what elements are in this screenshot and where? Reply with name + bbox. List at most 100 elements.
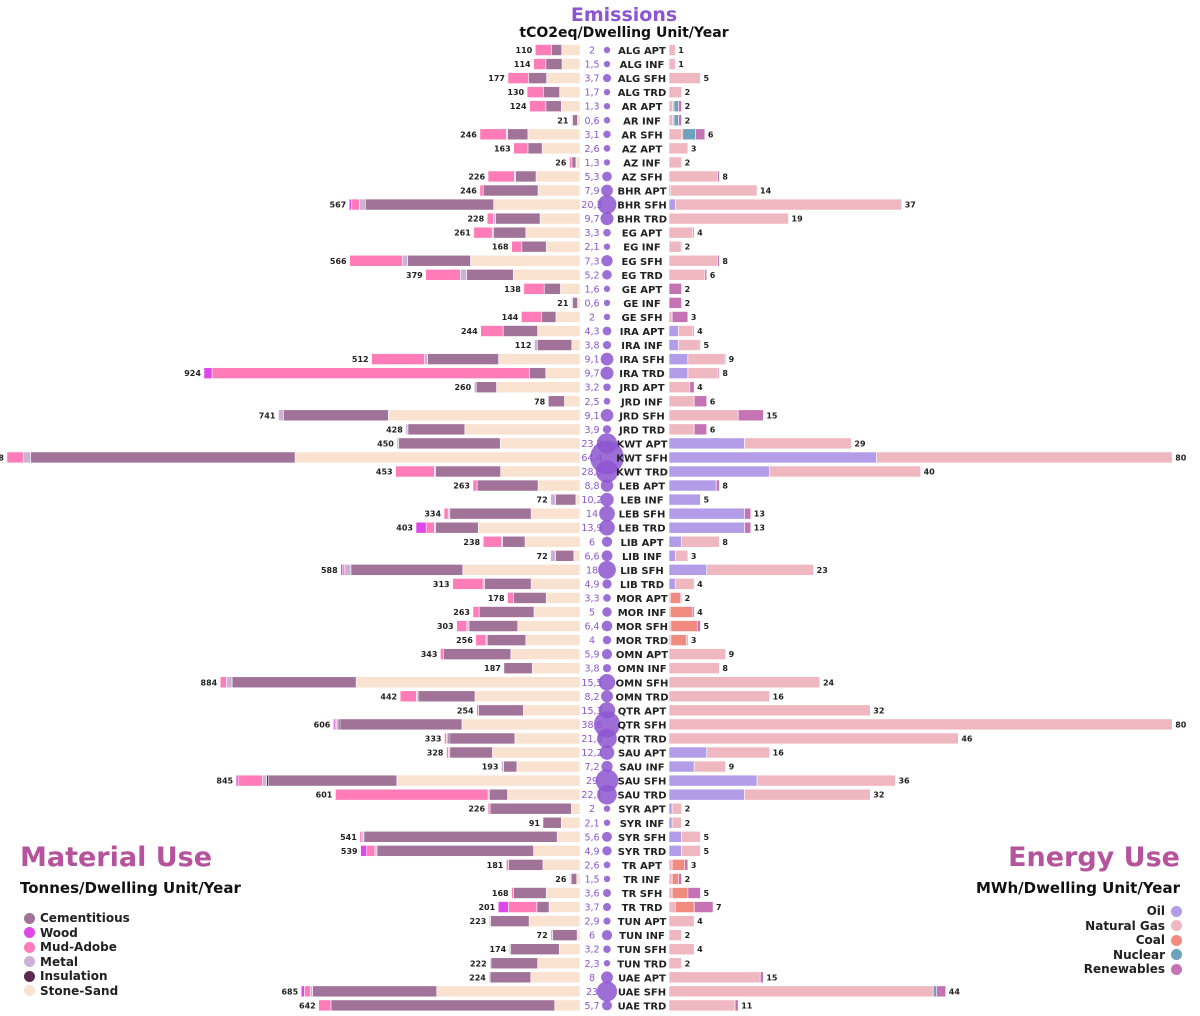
material-bar-metal — [344, 564, 352, 576]
emission-circle — [598, 560, 616, 579]
legend-item-stone-sand: Stone-Sand — [24, 984, 130, 999]
material-bar-cementitious — [482, 184, 539, 197]
row-label: MOR SFH — [616, 622, 668, 633]
row-label: QTR SFH — [618, 720, 667, 731]
row-label: JRD INF — [620, 397, 663, 408]
material-bar-mud-adobe — [211, 367, 530, 379]
material-bar-cementitious — [543, 283, 561, 295]
material-total-label: 177 — [488, 74, 505, 83]
emission-value-label: 4,9 — [584, 846, 599, 857]
material-bar-wood — [340, 564, 344, 576]
material-bar-stone-sand — [577, 114, 581, 127]
material-bar-metal — [550, 929, 554, 941]
material-bar-stone-sand — [528, 915, 581, 927]
row-label: GE INF — [623, 299, 660, 310]
emission-circle — [602, 664, 612, 673]
energy-bar-renewables — [678, 873, 682, 885]
energy-bar-natural-gas — [668, 142, 689, 155]
energy-bar-oil — [668, 198, 676, 211]
material-total-label: 226 — [468, 805, 485, 814]
material-bar-mud-adobe — [511, 240, 523, 253]
material-bar-cementitious — [572, 114, 578, 127]
material-bar-wood — [415, 521, 427, 534]
energy-total-label: 2 — [685, 931, 691, 940]
row-label: GE SFH — [622, 313, 663, 324]
emission-value-label: 18 — [586, 565, 598, 576]
emission-value-label: 14 — [586, 509, 598, 520]
row-label: EG SFH — [622, 257, 663, 268]
energy-bar-renewables — [744, 507, 752, 520]
energy-bar-oil — [668, 479, 717, 492]
material-bar-stone-sand — [577, 297, 581, 309]
material-total-label: 741 — [259, 411, 276, 420]
material-total-label: 26 — [555, 158, 567, 167]
energy-bar-natural-gas — [668, 648, 726, 660]
row-label: KWT SFH — [616, 453, 667, 464]
material-bar-metal — [310, 985, 313, 998]
material-total-label: 328 — [427, 749, 444, 758]
material-bar-mud-adobe — [366, 845, 376, 857]
emission-value-label: 3,3 — [584, 228, 599, 239]
energy-bar-oil — [668, 760, 695, 773]
energy-total-label: 5 — [703, 889, 709, 898]
material-total-label: 566 — [330, 257, 347, 266]
material-bar-cementitious — [478, 704, 524, 717]
row-label: ALG SFH — [618, 74, 666, 85]
material-total-label: 256 — [456, 636, 473, 645]
material-bar-cementitious — [449, 732, 516, 745]
emission-value-label: 8,8 — [584, 481, 599, 492]
emission-circle — [603, 397, 611, 405]
emission-value-label: 3,7 — [584, 903, 599, 914]
energy-bar-renewables — [680, 592, 682, 604]
material-bar-metal — [534, 339, 538, 351]
energy-bar-renewables — [693, 395, 708, 408]
emission-value-label: 9,1 — [584, 411, 599, 422]
energy-total-label: 4 — [697, 327, 703, 336]
emissions-subtitle: tCO2eq/Dwelling Unit/Year — [519, 25, 729, 41]
energy-bar-natural-gas — [668, 690, 770, 703]
material-bar-stone-sand — [545, 887, 581, 899]
material-bar-stone-sand — [571, 802, 581, 815]
material-total-label: 181 — [487, 861, 504, 870]
row-label: AR INF — [623, 116, 661, 127]
material-bar-stone-sand — [545, 367, 581, 379]
row-label: UAE APT — [618, 973, 666, 984]
energy-bar-oil — [668, 339, 679, 351]
material-bar-mud-adobe — [487, 802, 491, 815]
energy-bar-natural-gas — [668, 409, 739, 422]
emission-circle — [601, 550, 613, 562]
energy-bar-renewables — [724, 353, 726, 365]
energy-total-label: 8 — [722, 369, 728, 378]
energy-bar-renewables — [734, 999, 739, 1012]
swatch-coal — [1171, 934, 1182, 946]
material-total-label: 567 — [330, 201, 347, 210]
energy-total-label: 13 — [754, 510, 765, 519]
emission-circle — [601, 620, 613, 632]
row-label: AR APT — [622, 102, 663, 113]
energy-total-label: 14 — [760, 187, 772, 196]
energy-bar-coal — [671, 887, 689, 899]
material-bar-stone-sand — [500, 465, 581, 478]
energy-bar-natural-gas — [668, 985, 934, 998]
emission-circle — [598, 673, 616, 691]
material-bar-stone-sand — [537, 325, 581, 337]
swatch-natural-gas — [1171, 920, 1182, 932]
material-bar-cementitious — [527, 142, 543, 155]
material-total-label: 263 — [453, 482, 470, 491]
material-bar-stone-sand — [576, 929, 581, 941]
material-bar-cementitious — [552, 929, 578, 941]
energy-bar-oil — [668, 507, 745, 520]
swatch-cementitious — [24, 912, 35, 924]
legend-item-mud-adobe: Mud-Adobe — [24, 940, 130, 955]
energy-bar-renewables — [693, 901, 714, 913]
material-bar-wood — [497, 901, 509, 913]
legend-label: Natural Gas — [1085, 918, 1165, 933]
material-bar-cementitious — [435, 521, 479, 534]
material-bar-metal — [508, 943, 511, 956]
material-bar-stone-sand — [539, 212, 581, 225]
material-bar-stone-sand — [510, 648, 581, 660]
energy-bar-coal — [669, 606, 693, 618]
energy-bar-nuclear — [673, 114, 679, 127]
emission-value-label: 1,3 — [584, 158, 599, 169]
emission-value-label: 21,8 — [581, 734, 602, 745]
